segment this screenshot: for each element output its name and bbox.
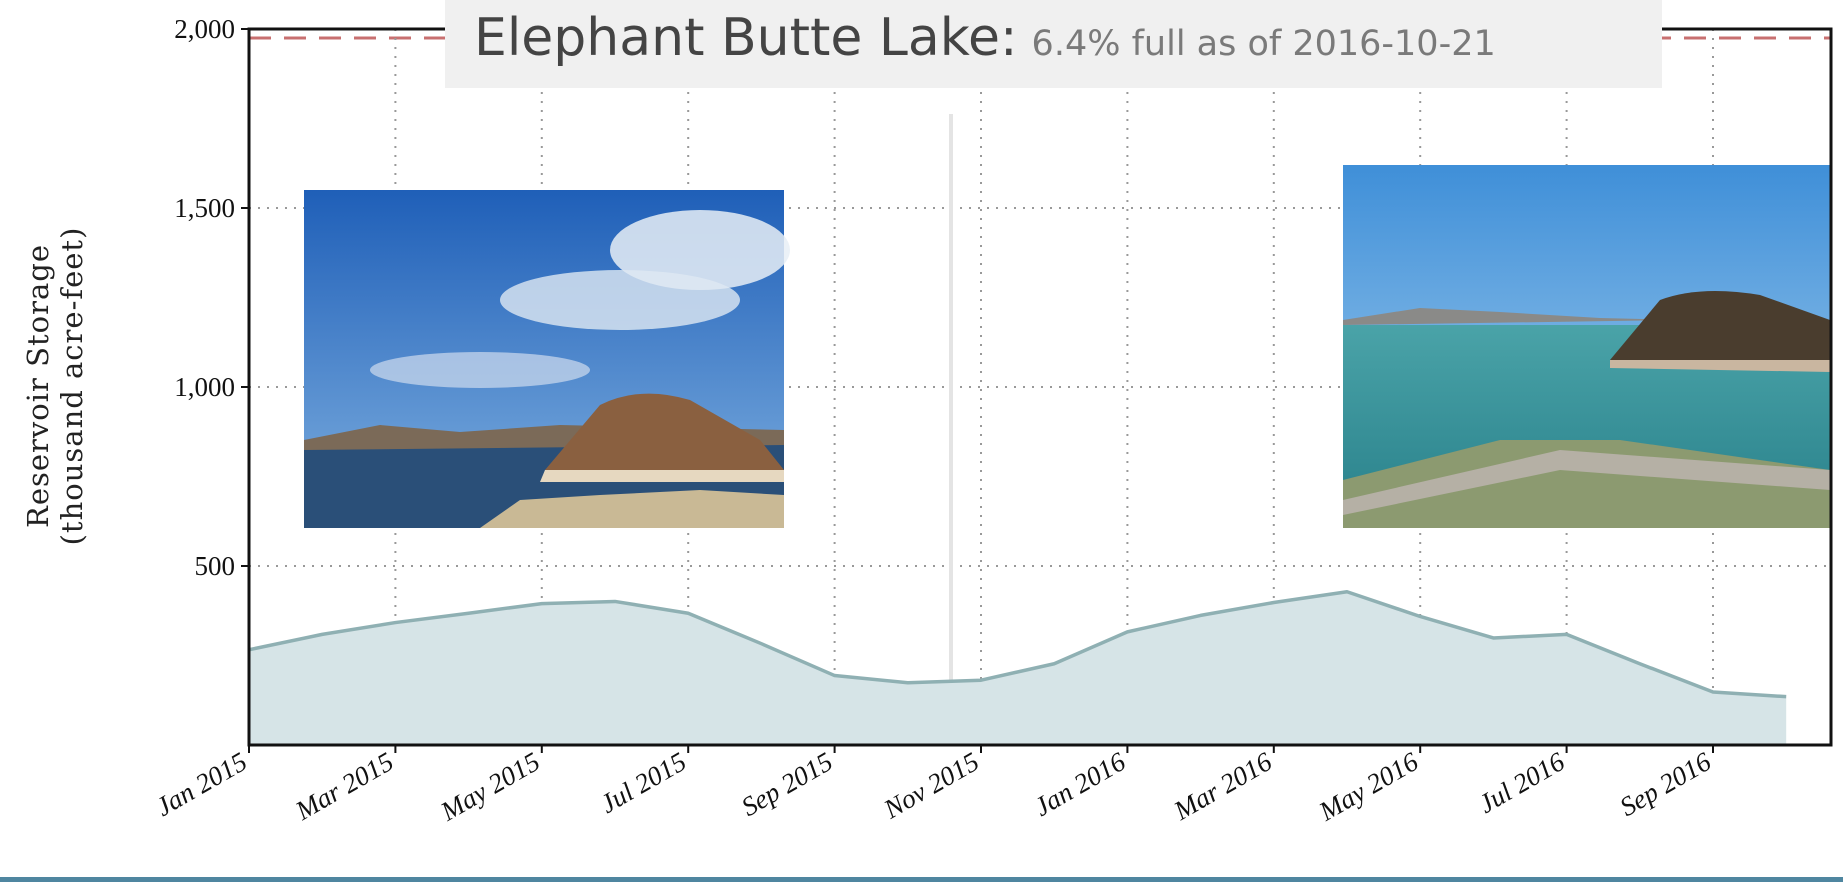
x-tick-label: Jan 2015 <box>151 746 252 822</box>
y-tick-label: 1,000 <box>174 372 235 402</box>
photos <box>304 165 1830 528</box>
area <box>249 592 1786 745</box>
chart: 500 1,000 1,500 2,000 Jan 2015 Mar 2015 May 20… <box>0 0 1843 882</box>
y-tick-label: 2,000 <box>174 14 235 44</box>
bottom-strip <box>0 877 1843 882</box>
x-tick-label: Nov 2015 <box>878 746 984 825</box>
x-tick-label: May 2015 <box>435 746 545 827</box>
title: Elephant Butte Lake: <box>474 8 1018 68</box>
x-tick-label: Jul 2015 <box>595 746 691 819</box>
page: 500 1,000 1,500 2,000 Jan 2015 Mar 2015 May 20… <box>0 0 1843 882</box>
x-tick-label: Sep 2015 <box>736 746 837 822</box>
y-label-line: Reservoir Storage <box>21 244 55 528</box>
y-axis-label: Reservoir Storage (thousand acre-feet) <box>21 227 89 546</box>
y-label-line: (thousand acre-feet) <box>55 227 89 546</box>
x-tick-label: Jul 2016 <box>1473 746 1570 819</box>
x-tick-label: Mar 2015 <box>290 746 399 826</box>
subtitle: 6.4% full as of 2016-10-21 <box>1032 24 1496 64</box>
y-tick-label: 1,500 <box>174 193 235 223</box>
x-tick-label: Sep 2016 <box>1615 746 1717 822</box>
x-tick-label: Mar 2016 <box>1168 746 1277 826</box>
x-tick-label: May 2016 <box>1313 746 1423 827</box>
photo-right <box>1343 165 1830 528</box>
y-tick-label: 500 <box>195 551 236 581</box>
photo-left <box>304 190 790 528</box>
x-tick-label: Jan 2016 <box>1029 746 1131 822</box>
